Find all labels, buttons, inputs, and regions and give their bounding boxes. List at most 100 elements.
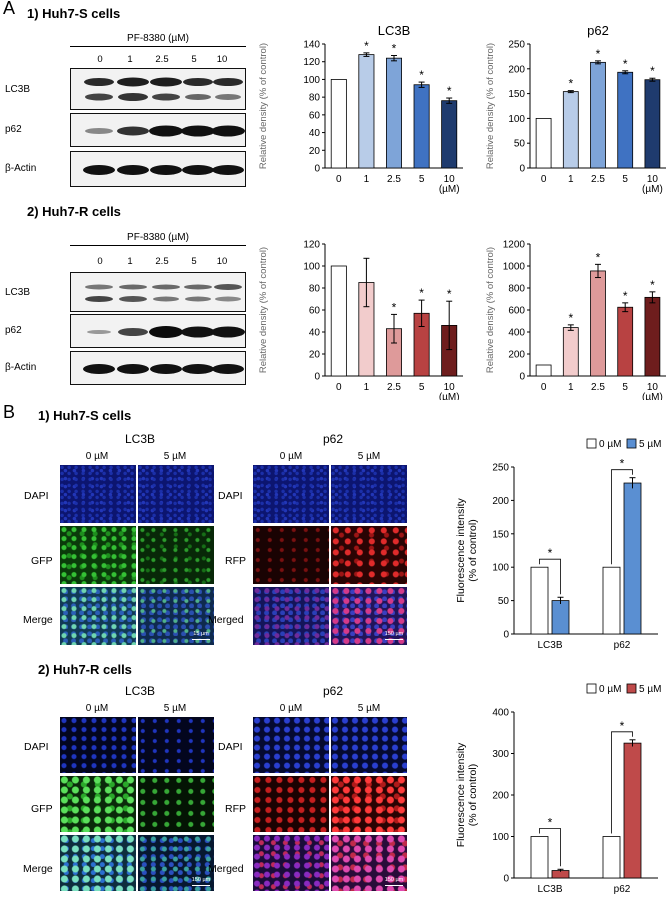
scalebar-line (192, 885, 210, 886)
y-tick-label: 100 (508, 114, 525, 125)
y-tick-label: 50 (498, 596, 510, 607)
y-tick-label: 0 (503, 630, 509, 641)
blot-p62-s (70, 113, 246, 147)
y-tick-label: 200 (508, 350, 525, 361)
significance-mark: * (623, 289, 628, 303)
legend-swatch (626, 683, 637, 694)
y-tick-label: 0 (314, 164, 320, 175)
micro-s-p62-rfp-0 (253, 526, 329, 584)
bar (358, 54, 375, 169)
dose-0-label: 0 µM (85, 451, 109, 462)
panel-a-section2-title: 2) Huh7-R cells (27, 204, 121, 219)
x-tick-label: 5 (622, 382, 628, 393)
legend-swatch (586, 438, 597, 449)
blot-p62-s-bands (85, 125, 245, 137)
micro-r-lc3b-dapi-5 (138, 717, 214, 773)
x-tick-label: LC3B (537, 640, 562, 651)
dose-0-label: 0 µM (85, 703, 109, 714)
scalebar-line (385, 639, 403, 640)
micro-s-p62-dapi-5 (331, 465, 407, 523)
bar (623, 742, 642, 879)
micro-r-p62-dapi-5 (331, 717, 407, 773)
row-label-merged: Merged (208, 614, 244, 626)
treatment-label-s: PF-8380 (µM) (127, 33, 189, 44)
x-tick-label: 0 (541, 382, 547, 393)
significance-mark: * (596, 250, 601, 264)
dose-0-label: 0 µM (279, 451, 303, 462)
x-tick-label: (µM) (642, 392, 663, 400)
blot-lc3b-r (70, 272, 246, 312)
significance-mark: * (548, 816, 553, 830)
dose-5-label: 5 µM (163, 703, 187, 714)
bar (644, 79, 661, 169)
scalebar-label: 150 µm (191, 877, 211, 883)
bar (535, 364, 552, 377)
lane-label: 0 (97, 256, 103, 267)
y-axis-label: (% of control) (467, 519, 479, 581)
bar (413, 84, 430, 169)
lane-label: 1 (127, 54, 133, 65)
y-tick-label: 100 (303, 75, 320, 86)
dose-0-label: 0 µM (279, 703, 303, 714)
y-tick-label: 0 (503, 874, 509, 885)
dose-5-label: 5 µM (163, 451, 187, 462)
y-axis-label: Relative density (% of control) (485, 43, 496, 169)
significance-bracket (539, 828, 561, 867)
lane-label: 5 (191, 54, 197, 65)
dose-5-label: 5 µM (357, 703, 381, 714)
micro-s-lc3b-dapi-0 (60, 465, 136, 523)
lane-label: 0 (97, 54, 103, 65)
chart-fluorescence-s: 0 µM 5 µM Fluorescence intensity (% of cont… (455, 438, 661, 651)
significance-bracket (611, 731, 633, 834)
significance-bracket (539, 558, 561, 595)
bands-upper (84, 77, 243, 87)
y-tick-label: 1000 (503, 262, 526, 273)
y-tick-label: 0 (314, 372, 320, 383)
y-tick-label: 800 (508, 284, 525, 295)
blot-label-p62-s: p62 (5, 124, 22, 135)
blot-label-actin-s: β-Actin (5, 163, 37, 174)
y-tick-label: 150 (508, 89, 525, 100)
y-tick-label: 0 (519, 164, 525, 175)
significance-bracket (611, 469, 633, 565)
micro-s-p62-merge-5: 150 µm (331, 587, 407, 645)
y-tick-label: 20 (309, 350, 321, 361)
lane-label: 2.5 (155, 256, 169, 267)
x-tick-label: 2.5 (387, 382, 401, 393)
blot-label-actin-r: β-Actin (5, 362, 37, 373)
x-tick-label: 5 (622, 174, 628, 185)
y-tick-label: 120 (303, 57, 320, 68)
micro-r-p62-rfp-0 (253, 776, 329, 832)
y-tick-label: 150 (492, 529, 509, 540)
micro-r-lc3b-dapi-0 (60, 717, 136, 773)
micro-r-lc3b-gfp-5 (138, 776, 214, 832)
significance-mark: * (392, 42, 397, 56)
x-tick-label: 5 (419, 382, 425, 393)
y-axis-label: Fluorescence intensity (455, 498, 467, 603)
row-label-dapi: DAPI (218, 741, 243, 753)
blot-actin-r (70, 351, 246, 385)
y-tick-label: 300 (492, 749, 509, 760)
row-label-rfp: RFP (225, 803, 246, 815)
bands-lower (85, 93, 241, 101)
x-tick-label: 2.5 (591, 382, 605, 393)
significance-mark: * (650, 278, 655, 292)
bar (330, 79, 347, 169)
micro-r-p62-rfp-5 (331, 776, 407, 832)
y-tick-label: 80 (309, 93, 321, 104)
dose-5-label: 5 µM (357, 451, 381, 462)
micro-r-p62-merge-5: 150 µm (331, 835, 407, 891)
x-tick-label: 2.5 (387, 174, 401, 185)
y-tick-label: 60 (309, 306, 321, 317)
x-tick-label: 0 (336, 174, 342, 185)
bar (562, 91, 579, 169)
lane-label: 10 (216, 256, 228, 267)
bar (644, 296, 661, 377)
row-label-merge: Merge (23, 614, 53, 626)
lc3b-head-r: LC3B (124, 684, 156, 698)
lane-label: 2.5 (155, 54, 169, 65)
lc3b-head-s: LC3B (124, 432, 156, 446)
chart-p62-r: Relative density (% of control) 0 200 400 60… (485, 240, 666, 400)
legend-label: 5 µM (639, 684, 661, 695)
y-tick-label: 120 (303, 240, 320, 251)
